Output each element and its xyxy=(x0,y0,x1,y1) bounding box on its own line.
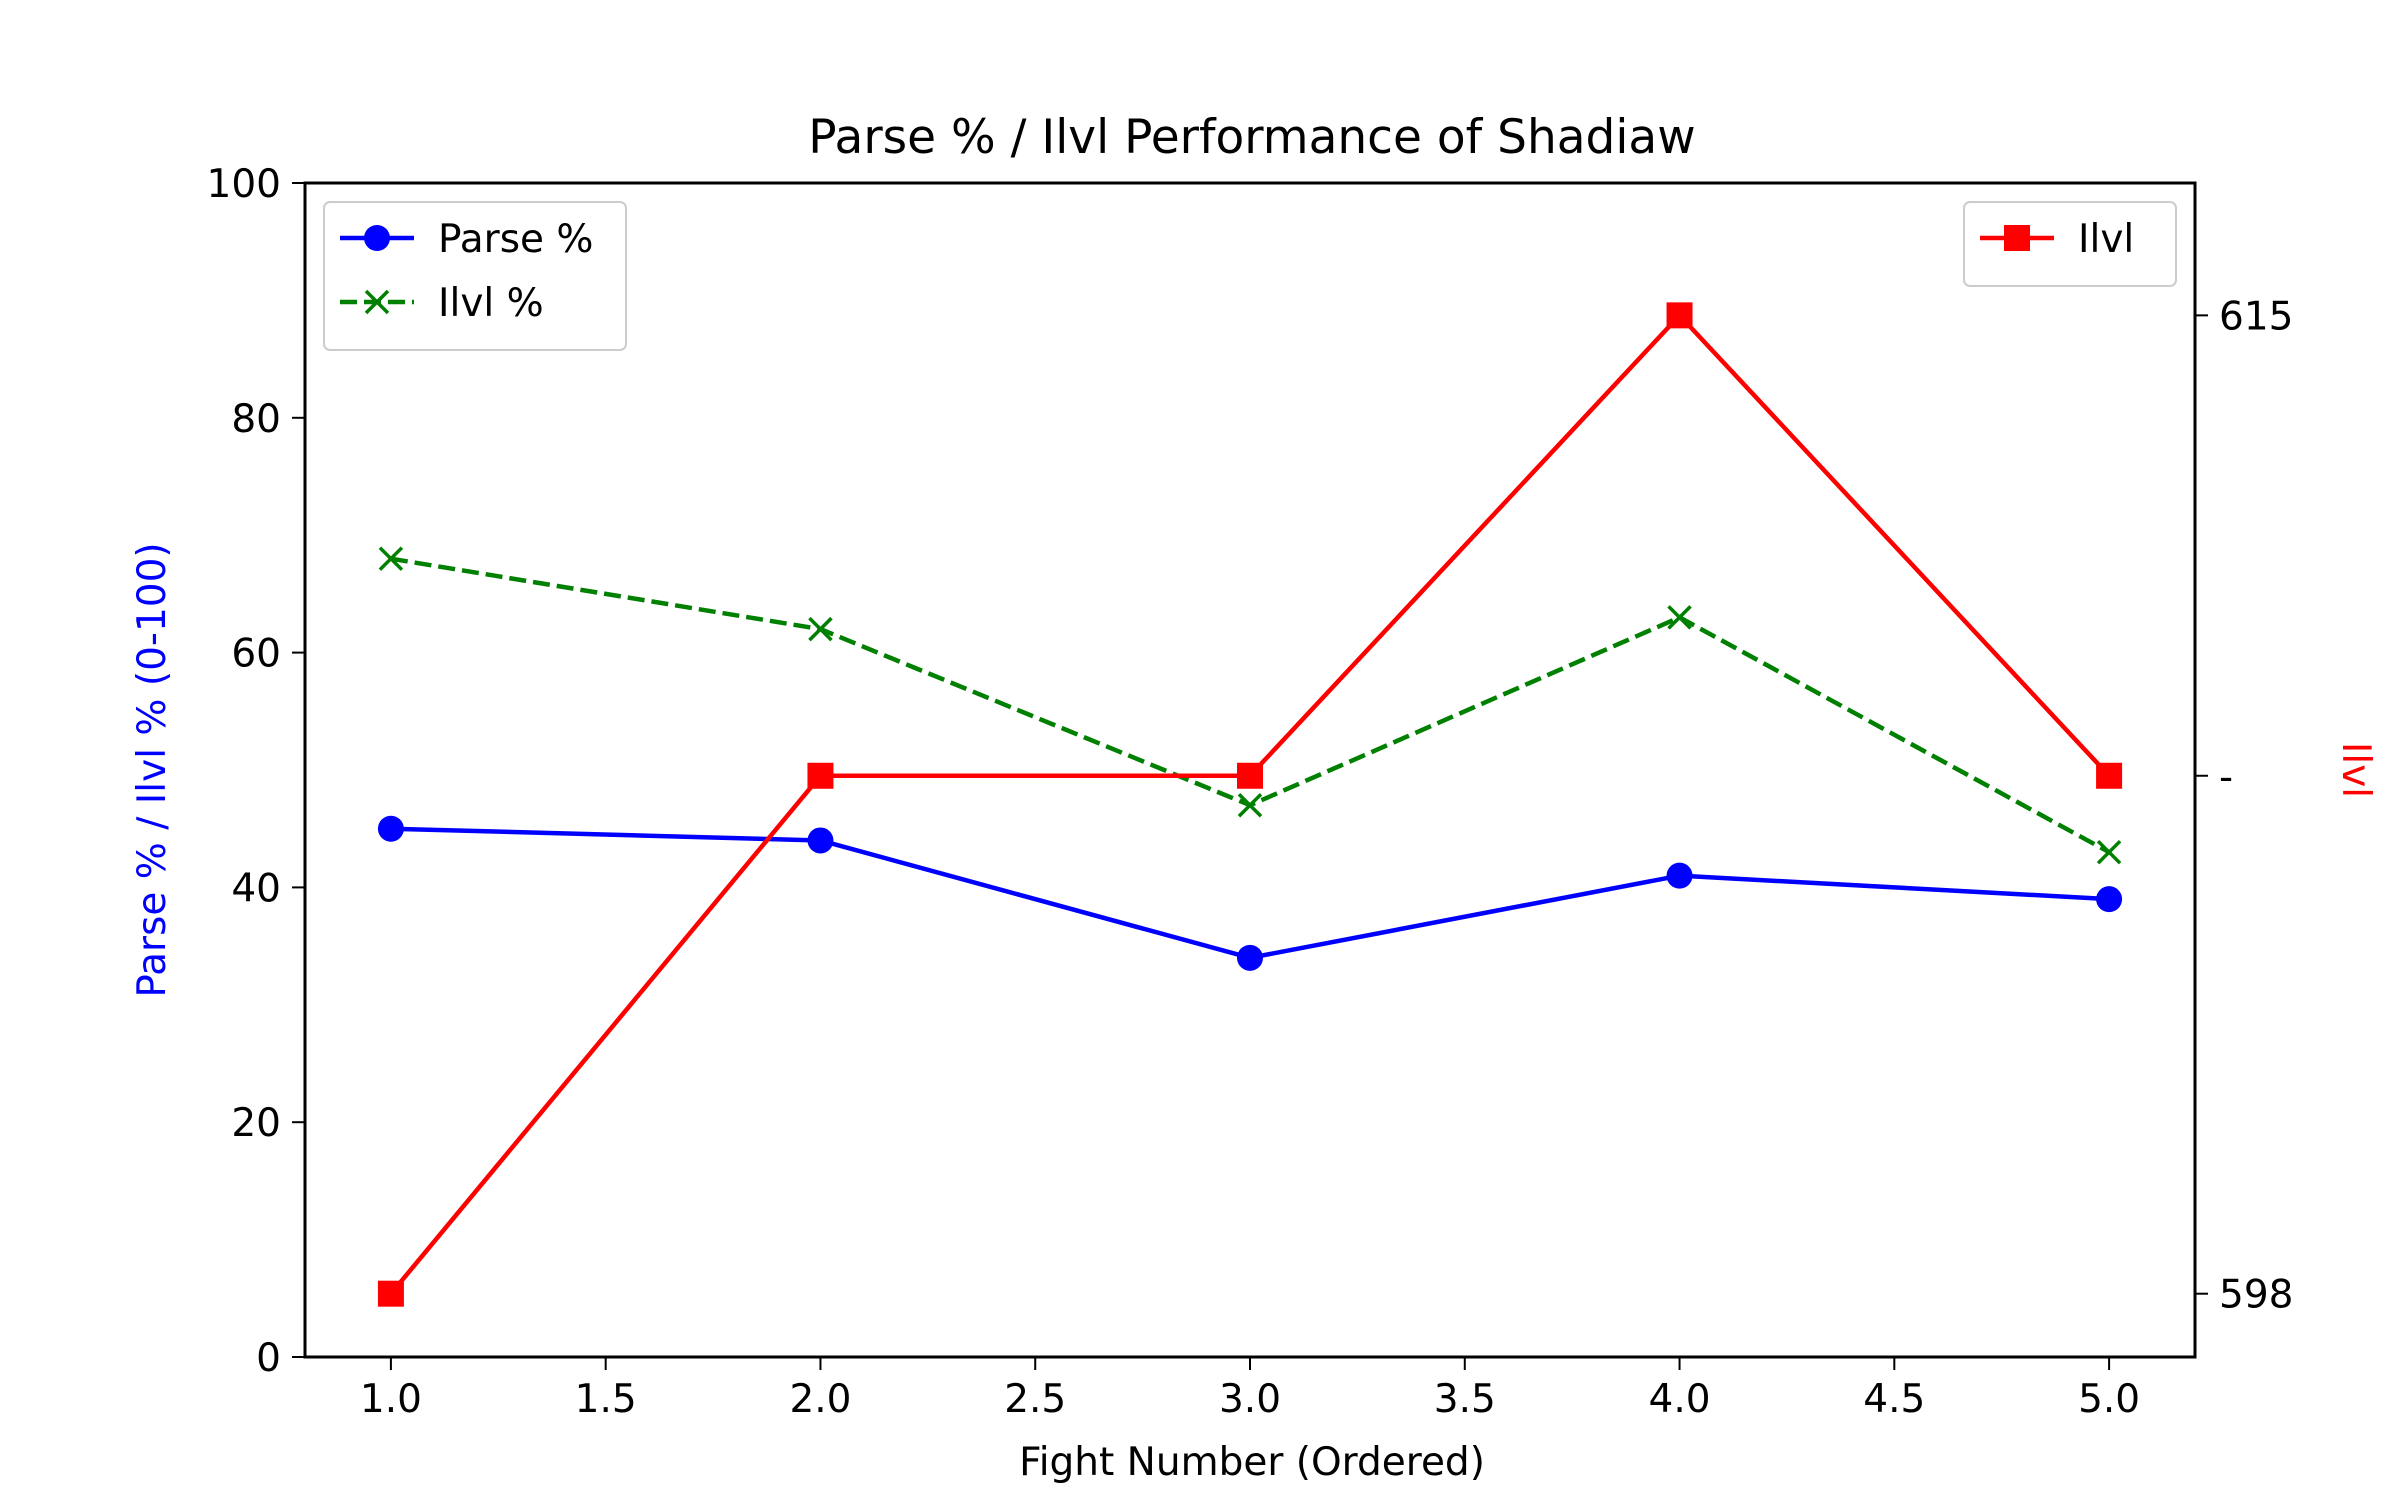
data-point-parse xyxy=(1666,862,1693,889)
legend-label: Ilvl % xyxy=(438,281,544,326)
x-tick-label: 3.5 xyxy=(1434,1377,1496,1422)
data-point-ilvl xyxy=(2096,839,2122,865)
x-tick-label: 5.0 xyxy=(2078,1377,2140,1422)
y-right-tick-label: - xyxy=(2219,755,2233,800)
y-axis-left-label: Parse % / Ilvl % (0-100) xyxy=(130,542,175,997)
y-left-tick-label: 60 xyxy=(231,632,281,677)
series-ilvl xyxy=(378,546,2122,865)
x-tick-label: 4.0 xyxy=(1649,1377,1711,1422)
data-point-ilvl xyxy=(808,616,833,642)
legend-upper-left: Parse % Ilvl % xyxy=(323,201,627,351)
series-parse xyxy=(377,815,2123,971)
data-point-ilvl xyxy=(807,762,834,789)
x-tick-label: 3.0 xyxy=(1219,1377,1281,1422)
y-axis-right-label: Ilvl xyxy=(2333,742,2378,798)
legend-label: Ilvl xyxy=(2078,217,2134,262)
legend-upper-right: Ilvl xyxy=(1963,201,2177,287)
data-point-parse xyxy=(377,815,404,842)
chart-title: Parse % / Ilvl Performance of Shadiaw xyxy=(808,110,1695,165)
data-point-parse xyxy=(1237,944,1263,971)
x-tick-label: 1.5 xyxy=(575,1377,637,1422)
x-tick-label: 2.0 xyxy=(789,1377,851,1422)
legend-label: Parse % xyxy=(438,217,593,262)
y-left-tick-label: 20 xyxy=(231,1101,281,1146)
legend-marker xyxy=(364,289,390,315)
series-ilvl xyxy=(377,302,2123,1307)
data-point-parse xyxy=(807,827,834,854)
series-line-parse xyxy=(390,826,2110,961)
legend-box xyxy=(1963,201,2177,287)
y-left-tick-label: 0 xyxy=(256,1336,281,1381)
data-point-ilvl xyxy=(1237,762,1263,789)
x-axis-label: Fight Number (Ordered) xyxy=(1019,1440,1485,1485)
data-point-ilvl xyxy=(1667,605,1692,630)
legend-marker xyxy=(2004,225,2030,251)
data-point-ilvl xyxy=(378,546,404,571)
series-layer xyxy=(377,302,2123,1307)
data-point-parse xyxy=(2096,886,2123,913)
y-right-tick-label: 615 xyxy=(2219,294,2293,339)
data-point-ilvl xyxy=(1666,302,1693,329)
data-point-ilvl xyxy=(377,1280,404,1307)
y-left-tick-label: 40 xyxy=(231,866,281,911)
y-left-tick-label: 100 xyxy=(207,162,281,207)
legend-marker xyxy=(364,225,390,251)
legends: Parse % Ilvl % Ilvl xyxy=(323,201,2177,351)
x-tick-label: 4.5 xyxy=(1863,1377,1925,1422)
x-tick-label: 2.5 xyxy=(1004,1377,1066,1422)
series-line-ilvl xyxy=(390,556,2111,855)
x-tick-label: 1.0 xyxy=(360,1377,422,1422)
y-right-tick-label: 598 xyxy=(2219,1273,2293,1318)
data-point-ilvl xyxy=(1237,792,1263,818)
plot-frame xyxy=(303,181,2197,1359)
y-left-tick-label: 80 xyxy=(231,397,281,442)
axis-ticks: 1.0 1.5 2.0 2.5 3.0 3.5 4.0 4.5 5.0 0 20 40 60 80 100 5… xyxy=(207,162,2294,1422)
data-point-ilvl xyxy=(2096,762,2123,789)
